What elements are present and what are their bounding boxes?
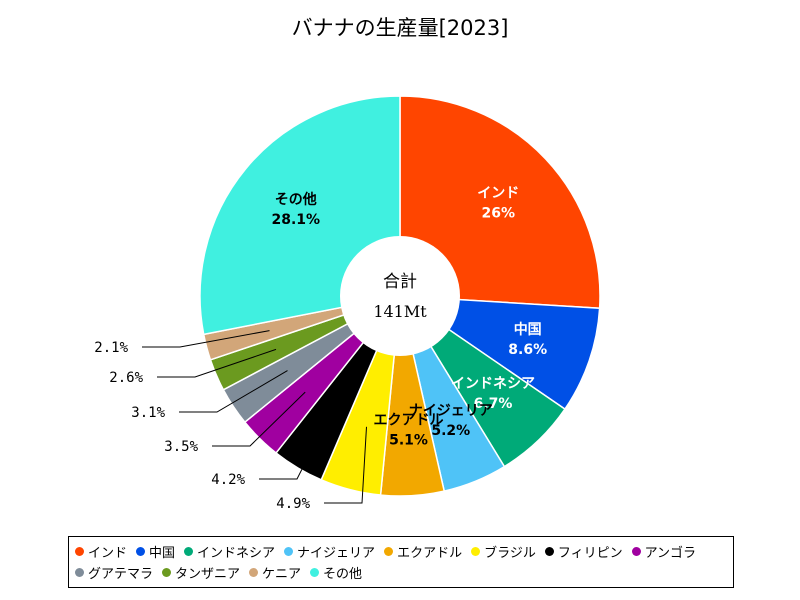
slice-name-label-1: 中国 bbox=[514, 321, 542, 338]
legend-swatch-4 bbox=[384, 547, 394, 556]
legend-item-7: アンゴラ bbox=[631, 541, 697, 562]
legend-label-8: グアテマラ bbox=[88, 567, 154, 582]
slice-value-label-10: 2.1% bbox=[94, 340, 128, 356]
legend-item-5: ブラジル bbox=[471, 541, 536, 562]
slice-value-label-5: 4.9% bbox=[276, 496, 310, 512]
legend-swatch-2 bbox=[184, 547, 194, 556]
legend-swatch-9 bbox=[162, 568, 172, 577]
leader-line-9 bbox=[157, 348, 277, 378]
legend-label-10: ケニア bbox=[262, 567, 302, 582]
legend-item-6: フィリピン bbox=[544, 541, 623, 562]
slice-value-label-4: 5.1% bbox=[389, 433, 428, 449]
chart-title: バナナの生産量[2023] bbox=[291, 16, 509, 40]
legend-swatch-10 bbox=[249, 568, 259, 577]
slice-value-label-8: 3.1% bbox=[131, 405, 165, 421]
legend-label-1: 中国 bbox=[149, 546, 176, 561]
legend-item-2: インドネシア bbox=[184, 541, 275, 562]
slice-name-label-11: その他 bbox=[275, 191, 317, 208]
leader-line-10 bbox=[142, 330, 270, 348]
legend-swatch-8 bbox=[75, 568, 84, 577]
slice-value-label-3: 5.2% bbox=[431, 423, 470, 439]
legend-label-5: ブラジル bbox=[484, 546, 536, 561]
legend-swatch-3 bbox=[284, 547, 294, 556]
slice-value-label-6: 4.2% bbox=[211, 472, 245, 488]
slice-name-label-2: インドネシア bbox=[451, 376, 535, 392]
legend-label-6: フィリピン bbox=[557, 546, 623, 561]
legend-label-4: エクアドル bbox=[397, 546, 463, 561]
slice-value-label-7: 3.5% bbox=[164, 439, 198, 455]
leader-line-5 bbox=[324, 426, 367, 504]
leader-line-6 bbox=[259, 411, 332, 480]
legend: インド 中国 インドネシア ナイジェリア エクアドル ブラジル フィリピン アンゴラグアテマラ… bbox=[68, 536, 734, 588]
slice-value-label-2: 6.7% bbox=[474, 396, 513, 412]
slice-name-label-0: インド bbox=[477, 186, 519, 202]
slice-value-label-11: 28.1% bbox=[272, 212, 321, 228]
center-value: 141Mt bbox=[373, 302, 427, 321]
legend-swatch-11 bbox=[310, 568, 320, 577]
slice-name-label-4: エクアドル bbox=[374, 413, 444, 429]
pie-slice-0 bbox=[399, 95, 601, 310]
center-hole bbox=[340, 236, 460, 356]
legend-item-10: ケニア bbox=[249, 562, 301, 583]
legend-swatch-0 bbox=[75, 547, 84, 556]
center-label: 合計 bbox=[383, 272, 417, 292]
legend-item-0: インド bbox=[75, 541, 127, 562]
legend-swatch-1 bbox=[136, 547, 146, 556]
legend-label-11: その他 bbox=[323, 567, 363, 582]
legend-item-8: グアテマラ bbox=[75, 562, 153, 583]
legend-item-1: 中国 bbox=[136, 541, 175, 562]
legend-item-3: ナイジェリア bbox=[284, 541, 375, 562]
legend-label-9: タンザニア bbox=[175, 567, 241, 582]
leader-line-8 bbox=[179, 370, 288, 413]
legend-label-7: アンゴラ bbox=[644, 546, 697, 561]
legend-label-3: ナイジェリア bbox=[297, 546, 376, 561]
pie-chart: インド 26% 中国 8.6% インドネシア 6.7%ナイジェリア 5.2%エクアドル 5.1… bbox=[94, 95, 601, 512]
slice-value-label-1: 8.6% bbox=[508, 342, 547, 358]
slice-value-label-0: 26% bbox=[482, 206, 516, 222]
legend-item-4: エクアドル bbox=[384, 541, 462, 562]
legend-swatch-6 bbox=[544, 547, 554, 556]
legend-item-11: その他 bbox=[310, 562, 362, 583]
slice-name-label-3: ナイジェリア bbox=[409, 403, 493, 419]
legend-swatch-5 bbox=[471, 547, 481, 556]
leader-line-7 bbox=[212, 391, 306, 447]
legend-label-0: インド bbox=[88, 546, 128, 561]
legend-swatch-7 bbox=[631, 547, 641, 556]
legend-label-2: インドネシア bbox=[197, 546, 276, 561]
slice-value-label-9: 2.6% bbox=[109, 370, 143, 386]
legend-item-9: タンザニア bbox=[162, 562, 240, 583]
